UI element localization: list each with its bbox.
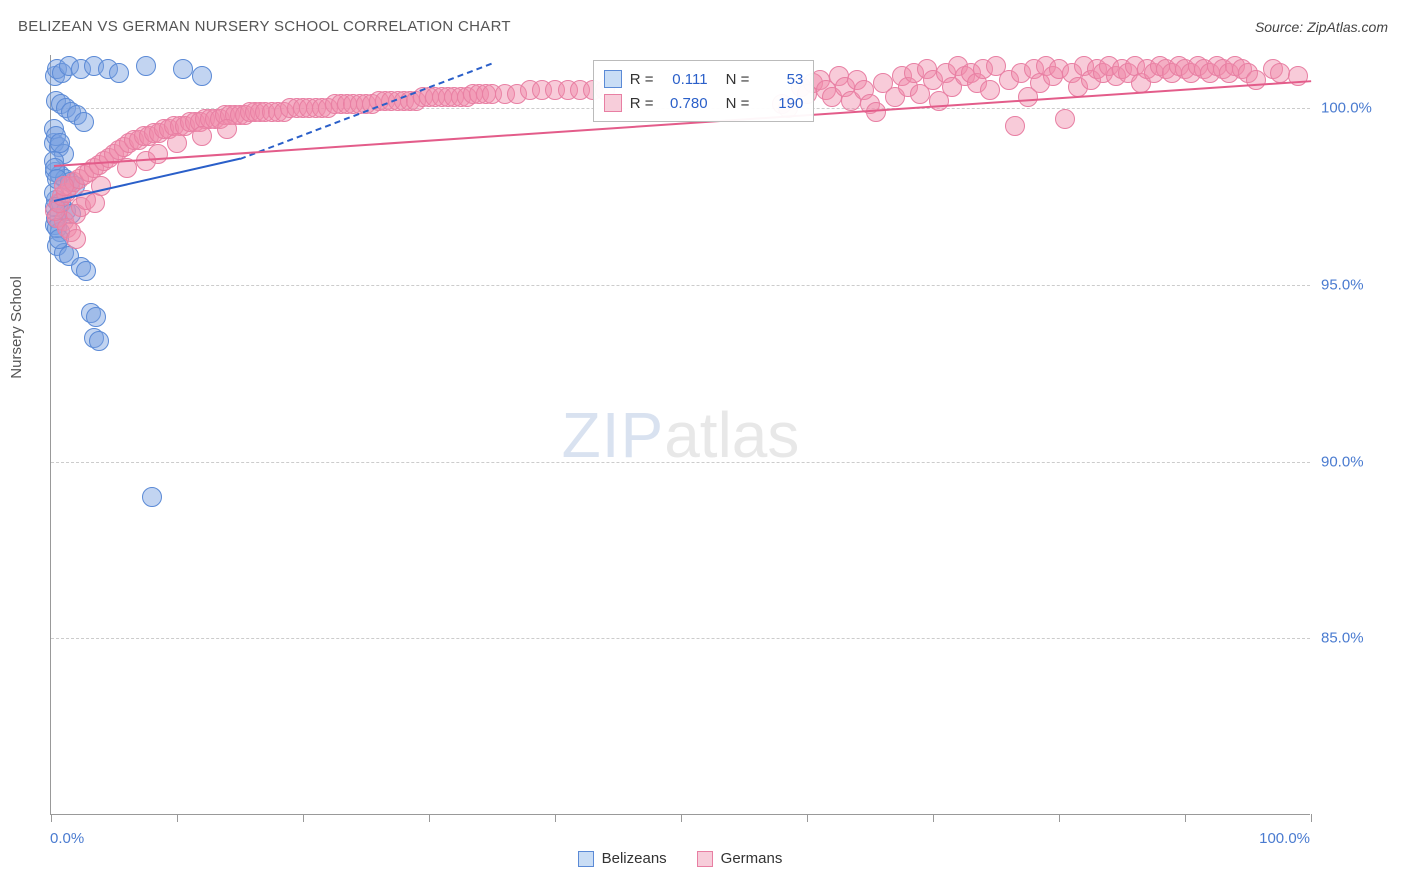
source-label: Source: ZipAtlas.com [1255,19,1388,35]
belizeans-point [142,487,162,507]
plot-area: ZIPatlas 100.0%95.0%90.0%85.0%R =0.111N … [50,55,1310,815]
belizeans-point [173,59,193,79]
r-label: R = [630,71,654,88]
title-bar: BELIZEAN VS GERMAN NURSERY SCHOOL CORREL… [18,18,1388,35]
germans-point [217,119,237,139]
stats-legend-row-germans: R = 0.780 N = 190 [604,91,804,115]
belizeans-point [89,331,109,351]
germans-point [192,126,212,146]
germans-point [167,133,187,153]
x-min-label: 0.0% [50,830,84,847]
stats-legend: R = 0.111 N = 53 R = 0.780 N = 190 [593,60,815,122]
watermark-atlas: atlas [664,399,799,471]
n-value: 53 [757,71,803,88]
belizeans-point [76,261,96,281]
n-label: N = [726,71,750,88]
x-tick [555,814,556,822]
x-axis-labels: 0.0% 100.0% [50,830,1310,847]
x-tick [429,814,430,822]
x-tick [51,814,52,822]
x-tick [681,814,682,822]
stats-swatch [604,94,622,112]
x-tick [1059,814,1060,822]
x-tick [933,814,934,822]
legend-label-belizeans: Belizeans [602,850,667,867]
germans-point [54,176,74,196]
belizeans-point [50,133,70,153]
belizeans-point [136,56,156,76]
r-value: 0.780 [662,95,708,112]
germans-point [1005,116,1025,136]
bottom-legend: Belizeans Germans [50,850,1310,867]
germans-point [980,80,1000,100]
legend-item-belizeans: Belizeans [578,850,667,867]
stats-swatch [604,70,622,88]
x-tick [177,814,178,822]
n-label: N = [726,95,750,112]
germans-point [85,193,105,213]
germans-point [1246,70,1266,90]
x-tick [807,814,808,822]
y-axis-title: Nursery School [8,276,25,379]
gridline-h [51,285,1310,286]
germans-point [66,229,86,249]
legend-swatch-germans [697,851,713,867]
gridline-h [51,462,1310,463]
x-tick [303,814,304,822]
chart-title: BELIZEAN VS GERMAN NURSERY SCHOOL CORREL… [18,18,511,35]
r-value: 0.111 [662,71,708,88]
y-tick-label: 90.0% [1321,453,1364,470]
y-tick-label: 85.0% [1321,630,1364,647]
watermark: ZIPatlas [562,398,800,472]
belizeans-point [192,66,212,86]
x-max-label: 100.0% [1259,830,1310,847]
belizeans-point [109,63,129,83]
germans-point [1055,109,1075,129]
x-tick [1185,814,1186,822]
y-tick-label: 95.0% [1321,276,1364,293]
r-label: R = [630,95,654,112]
legend-swatch-belizeans [578,851,594,867]
germans-point [1270,63,1290,83]
belizeans-point [74,112,94,132]
germans-point [148,144,168,164]
stats-legend-row-belizeans: R = 0.111 N = 53 [604,67,804,91]
legend-label-germans: Germans [721,850,783,867]
belizeans-point [86,307,106,327]
gridline-h [51,638,1310,639]
legend-item-germans: Germans [697,850,783,867]
n-value: 190 [757,95,803,112]
y-tick-label: 100.0% [1321,100,1372,117]
x-tick [1311,814,1312,822]
watermark-zip: ZIP [562,399,665,471]
